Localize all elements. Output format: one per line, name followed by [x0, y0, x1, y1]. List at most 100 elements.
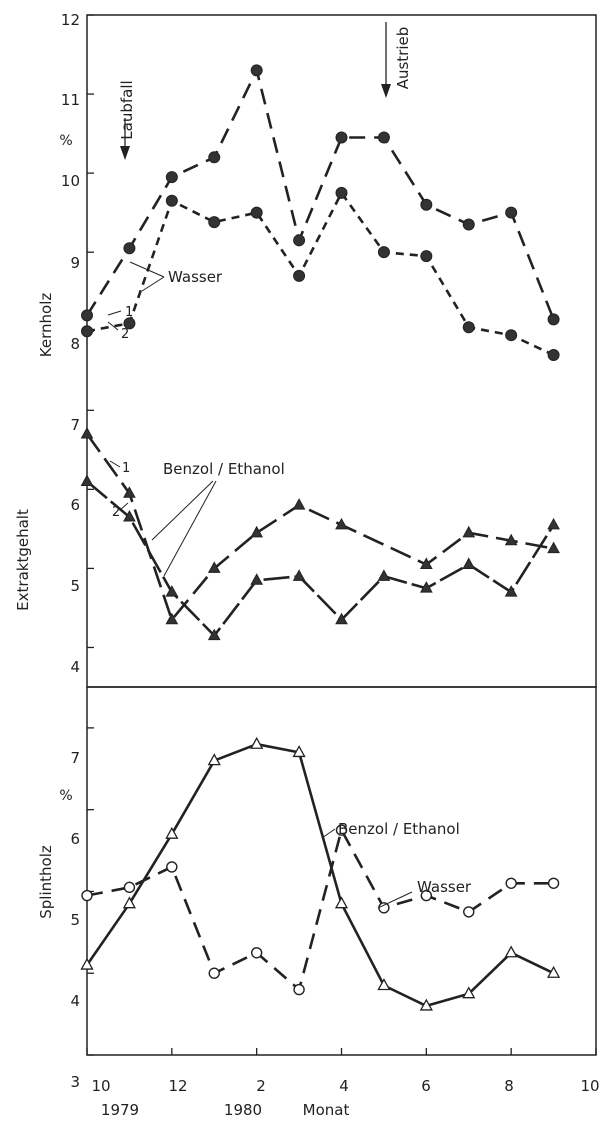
data-point-0-3-9: [462, 557, 476, 569]
xlabel-monat: Monat: [303, 1101, 350, 1119]
data-point-0-3-7: [377, 569, 391, 581]
x-tick-label-12: 12: [168, 1077, 187, 1095]
series-line-1-0: [85, 742, 555, 1008]
data-point-0-2-7: [419, 557, 433, 569]
data-point-1-0-7: [377, 978, 391, 991]
data-point-1-1-10: [505, 877, 517, 889]
data-point-0-0-3: [208, 151, 221, 164]
data-point-0-0-9: [462, 218, 475, 231]
data-point-0-1-0: [81, 325, 93, 338]
y-tick-label-bottom-7: 7: [70, 749, 80, 767]
data-point-0-1-2: [165, 194, 178, 207]
benzol-leader-2: [163, 480, 217, 577]
data-point-0-2-1: [123, 486, 136, 498]
data-point-0-2-6: [335, 517, 348, 530]
series-label-1-circles-leader: [107, 310, 122, 316]
year-label-1979: 1979: [101, 1101, 139, 1119]
wasser-lower-leader: [377, 891, 413, 909]
data-point-1-1-8: [420, 889, 433, 902]
data-point-0-1-9: [462, 321, 475, 334]
data-point-1-1-9: [463, 906, 475, 918]
y-tick-label-bottom-5: 5: [70, 911, 80, 929]
benzol-lower-leader: [321, 828, 336, 839]
data-point-0-0-7: [377, 131, 390, 144]
x-tick-label-2: 2: [256, 1077, 266, 1095]
y-tick-label-top-6: 6: [70, 496, 80, 514]
data-point-0-2-0: [80, 426, 94, 439]
y-tick-label-top-9: 9: [70, 254, 80, 272]
data-point-0-2-3: [207, 561, 221, 573]
y-tick-label-top-10: 10: [61, 172, 80, 190]
x-tick-label-10-end: 10: [580, 1077, 599, 1095]
data-point-0-2-8: [462, 525, 476, 538]
ylabel-splintholz: Splintholz: [37, 845, 55, 919]
data-point-0-2-2: [165, 612, 179, 625]
data-point-0-1-11: [547, 348, 560, 361]
series-label-2-triangles: 2: [112, 505, 120, 520]
unit-percent-top: %: [59, 133, 72, 149]
data-point-0-2-4: [250, 525, 264, 538]
y-tick-label-top-7: 7: [70, 416, 80, 434]
annotation-austrieb: Austrieb: [394, 27, 412, 90]
data-point-0-2-5: [292, 498, 306, 510]
data-point-0-3-8: [419, 581, 433, 593]
series-label-2-circles-leader: [107, 321, 119, 331]
annotation-laubfall: Laubfall: [118, 80, 136, 139]
data-point-1-1-0: [81, 889, 93, 902]
arrow-austrieb-head: [381, 84, 391, 98]
annotation-benzol-ethanol-upper: Benzol / Ethanol: [163, 460, 285, 478]
series-label-1-circles: 1: [125, 305, 133, 320]
data-point-0-0-10: [505, 206, 518, 219]
wasser-leader-2: [141, 276, 165, 292]
series-line-0-2: [85, 433, 554, 622]
data-point-0-0-1: [123, 242, 136, 255]
year-label-1980: 1980: [224, 1101, 262, 1119]
data-point-0-0-6: [335, 131, 348, 144]
x-tick-label-4: 4: [339, 1077, 349, 1095]
data-point-0-1-4: [250, 206, 263, 219]
y-tick-label-top-12: 12: [61, 11, 80, 29]
data-point-1-0-9: [462, 986, 476, 999]
y-tick-label-bottom-3: 3: [70, 1073, 80, 1091]
benzol-leader-1: [151, 480, 214, 541]
data-point-0-3-1: [123, 509, 136, 522]
data-point-0-3-0: [80, 474, 94, 486]
y-tick-label-top-4: 4: [70, 658, 80, 676]
data-point-1-0-1: [122, 896, 137, 909]
data-point-0-1-7: [377, 246, 390, 259]
data-point-1-1-11: [547, 877, 560, 889]
data-point-1-1-4: [250, 947, 263, 959]
data-point-0-3-4: [250, 573, 264, 585]
data-point-1-0-3: [207, 753, 221, 766]
data-point-0-0-0: [81, 309, 93, 322]
data-point-1-1-7: [378, 902, 390, 914]
data-point-0-0-11: [547, 313, 560, 326]
annotation-benzol-ethanol-lower: Benzol / Ethanol: [338, 820, 460, 838]
annotation-wasser-lower: Wasser: [417, 878, 472, 896]
data-point-1-0-4: [250, 736, 264, 749]
arrow-laubfall-head: [120, 146, 130, 160]
series-label-1-triangles-leader: [109, 460, 121, 468]
data-point-0-2-10: [547, 541, 560, 554]
y-tick-label-top-8: 8: [70, 335, 80, 353]
data-point-1-0-10: [504, 945, 518, 958]
data-point-1-0-11: [546, 965, 561, 978]
series-label-2-triangles-leader: [119, 502, 129, 511]
data-point-1-1-1: [123, 881, 136, 894]
data-point-0-3-5: [292, 569, 306, 581]
data-point-1-1-6: [335, 824, 348, 836]
data-point-0-3-3: [207, 628, 221, 641]
data-point-1-0-8: [419, 998, 433, 1011]
data-point-0-2-9: [504, 533, 518, 546]
data-point-0-1-3: [208, 216, 221, 229]
data-point-0-3-6: [335, 612, 348, 625]
y-tick-label-bottom-6: 6: [70, 830, 80, 848]
x-tick-label-8: 8: [504, 1077, 514, 1095]
data-point-1-1-3: [208, 967, 220, 979]
data-point-1-0-2: [165, 826, 179, 839]
series-line-1-1: [86, 828, 554, 991]
x-tick-label-10: 10: [91, 1077, 110, 1095]
series-line-0-3: [86, 480, 555, 637]
y-tick-label-top-11: 11: [61, 91, 80, 109]
data-point-1-1-2: [166, 861, 178, 873]
